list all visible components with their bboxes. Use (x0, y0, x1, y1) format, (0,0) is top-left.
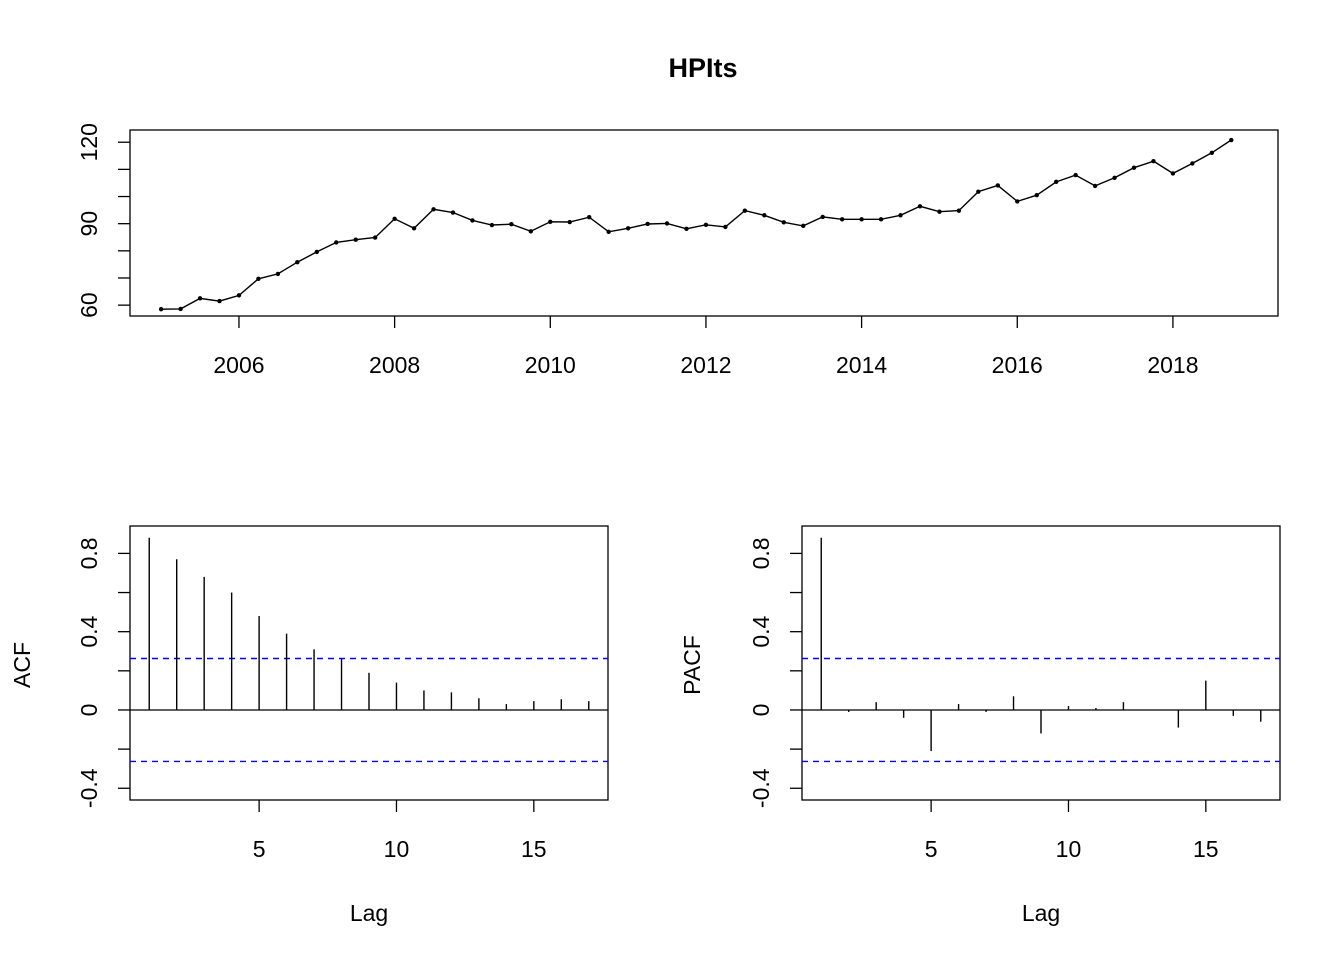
hpi-data-point (509, 222, 514, 227)
hpi-data-point (723, 224, 728, 230)
hpi-data-point (684, 226, 689, 232)
time-series-panel: HPIts 2006 2008 2010 2012 2014 2016 2018 60 90 12… (76, 53, 1279, 378)
hpi-data-point (1170, 171, 1176, 176)
hpi-data-point (1073, 172, 1078, 178)
hpi-data-point (645, 221, 650, 227)
hpi-data-point (353, 237, 358, 242)
hpi-data-point (937, 209, 942, 214)
time-series-plot-frame (129, 129, 1279, 317)
acf-y-axis-label: ACF (9, 642, 35, 688)
hpi-data-point (158, 307, 164, 312)
acf-panel: Lag ACF 5 10 15 -0.4 0 0.4 0.8 (9, 525, 609, 926)
hpi-data-point (1015, 199, 1020, 204)
hpi-data-point (1209, 150, 1215, 156)
pacf-y-tick-label: 0 (748, 704, 774, 717)
acf-y-tick-label: 0.4 (76, 615, 102, 647)
time-series-content: 2006 2008 2010 2012 2014 2016 2018 60 90 120 (76, 123, 1234, 378)
acf-x-tick-label: 15 (521, 836, 547, 862)
hpi-data-point (217, 298, 222, 304)
hpi-data-point (976, 189, 981, 194)
pacf-x-tick-label: 10 (1056, 836, 1082, 862)
hpi-data-point (762, 213, 767, 218)
hpi-data-point (1112, 175, 1117, 180)
acf-x-tick-label: 10 (384, 836, 410, 862)
y-tick-label: 120 (76, 123, 102, 161)
acf-plot-frame (129, 525, 609, 801)
hpi-data-point (411, 226, 417, 231)
x-tick-label: 2008 (369, 352, 420, 378)
pacf-panel: Lag PACF 5 10 15 -0.4 0 0.4 0.8 (679, 525, 1281, 926)
hpi-data-point (372, 235, 378, 240)
hpi-data-point (314, 249, 319, 255)
hpi-data-point (859, 217, 864, 222)
x-tick-label: 2006 (213, 352, 264, 378)
hpi-data-point (839, 217, 845, 222)
pacf-plot-frame (801, 525, 1281, 801)
hpi-data-point (878, 217, 884, 222)
hpi-data-point (178, 306, 183, 312)
hpi-data-point (197, 296, 203, 301)
hpi-data-point (431, 207, 436, 212)
hpi-data-point (917, 204, 923, 209)
hpi-data-point (295, 260, 300, 265)
pacf-y-tick-label: 0.4 (748, 615, 774, 647)
hpi-data-point (742, 208, 748, 213)
hpi-data-point (392, 216, 397, 221)
acf-y-tick-label: 0.8 (76, 537, 102, 569)
hpi-data-point (781, 220, 786, 225)
hpi-data-point (625, 226, 631, 231)
hpi-data-point (664, 221, 670, 226)
pacf-x-axis-label: Lag (1022, 900, 1060, 926)
hpi-data-point (1190, 161, 1195, 166)
x-tick-label: 2010 (525, 352, 576, 378)
hpi-data-point (528, 229, 534, 234)
hpi-data-point (587, 214, 592, 220)
hpi-data-point (1131, 165, 1137, 170)
x-tick-label: 2012 (680, 352, 731, 378)
x-tick-label: 2018 (1147, 352, 1198, 378)
hpi-data-point (548, 219, 553, 224)
hpi-data-point (898, 213, 903, 218)
hpi-data-point (1229, 137, 1234, 143)
pacf-x-tick-label: 15 (1193, 836, 1219, 862)
hpi-data-point (956, 208, 962, 213)
pacf-y-tick-label: -0.4 (748, 768, 774, 808)
hpi-series-line (161, 139, 1232, 310)
x-tick-label: 2016 (992, 352, 1043, 378)
pacf-y-axis-label: PACF (679, 635, 705, 695)
pacf-x-tick-label: 5 (925, 836, 938, 862)
pacf-y-tick-label: 0.8 (748, 537, 774, 569)
hpi-data-point (275, 271, 281, 277)
hpi-data-point (470, 218, 475, 223)
acf-x-axis-label: Lag (350, 900, 388, 926)
acf-x-tick-label: 5 (253, 836, 266, 862)
hpi-data-point (703, 222, 709, 227)
hpi-data-point (995, 183, 1001, 188)
x-tick-label: 2014 (836, 352, 887, 378)
acf-content: 5 10 15 -0.4 0 0.4 0.8 (76, 537, 608, 862)
y-tick-label: 90 (76, 211, 102, 237)
hpi-data-point (1092, 183, 1098, 189)
hpi-data-point (256, 276, 261, 281)
hpi-data-point (1053, 179, 1059, 185)
hpi-data-point (820, 214, 825, 220)
acf-y-tick-label: -0.4 (76, 768, 102, 808)
hpi-data-point (489, 222, 495, 228)
hpi-data-point (801, 223, 806, 229)
hpi-data-point (236, 293, 242, 298)
hpi-data-point (567, 219, 572, 225)
hpi-data-point (450, 210, 456, 215)
y-tick-label: 60 (76, 292, 102, 318)
hpi-data-point (1034, 192, 1039, 198)
pacf-content: 5 10 15 -0.4 0 0.4 0.8 (748, 537, 1280, 862)
hpi-data-point (1151, 159, 1156, 164)
hpi-data-point (334, 240, 339, 245)
hpi-data-point (606, 229, 611, 235)
time-series-title: HPIts (668, 53, 737, 83)
acf-y-tick-label: 0 (76, 704, 102, 717)
